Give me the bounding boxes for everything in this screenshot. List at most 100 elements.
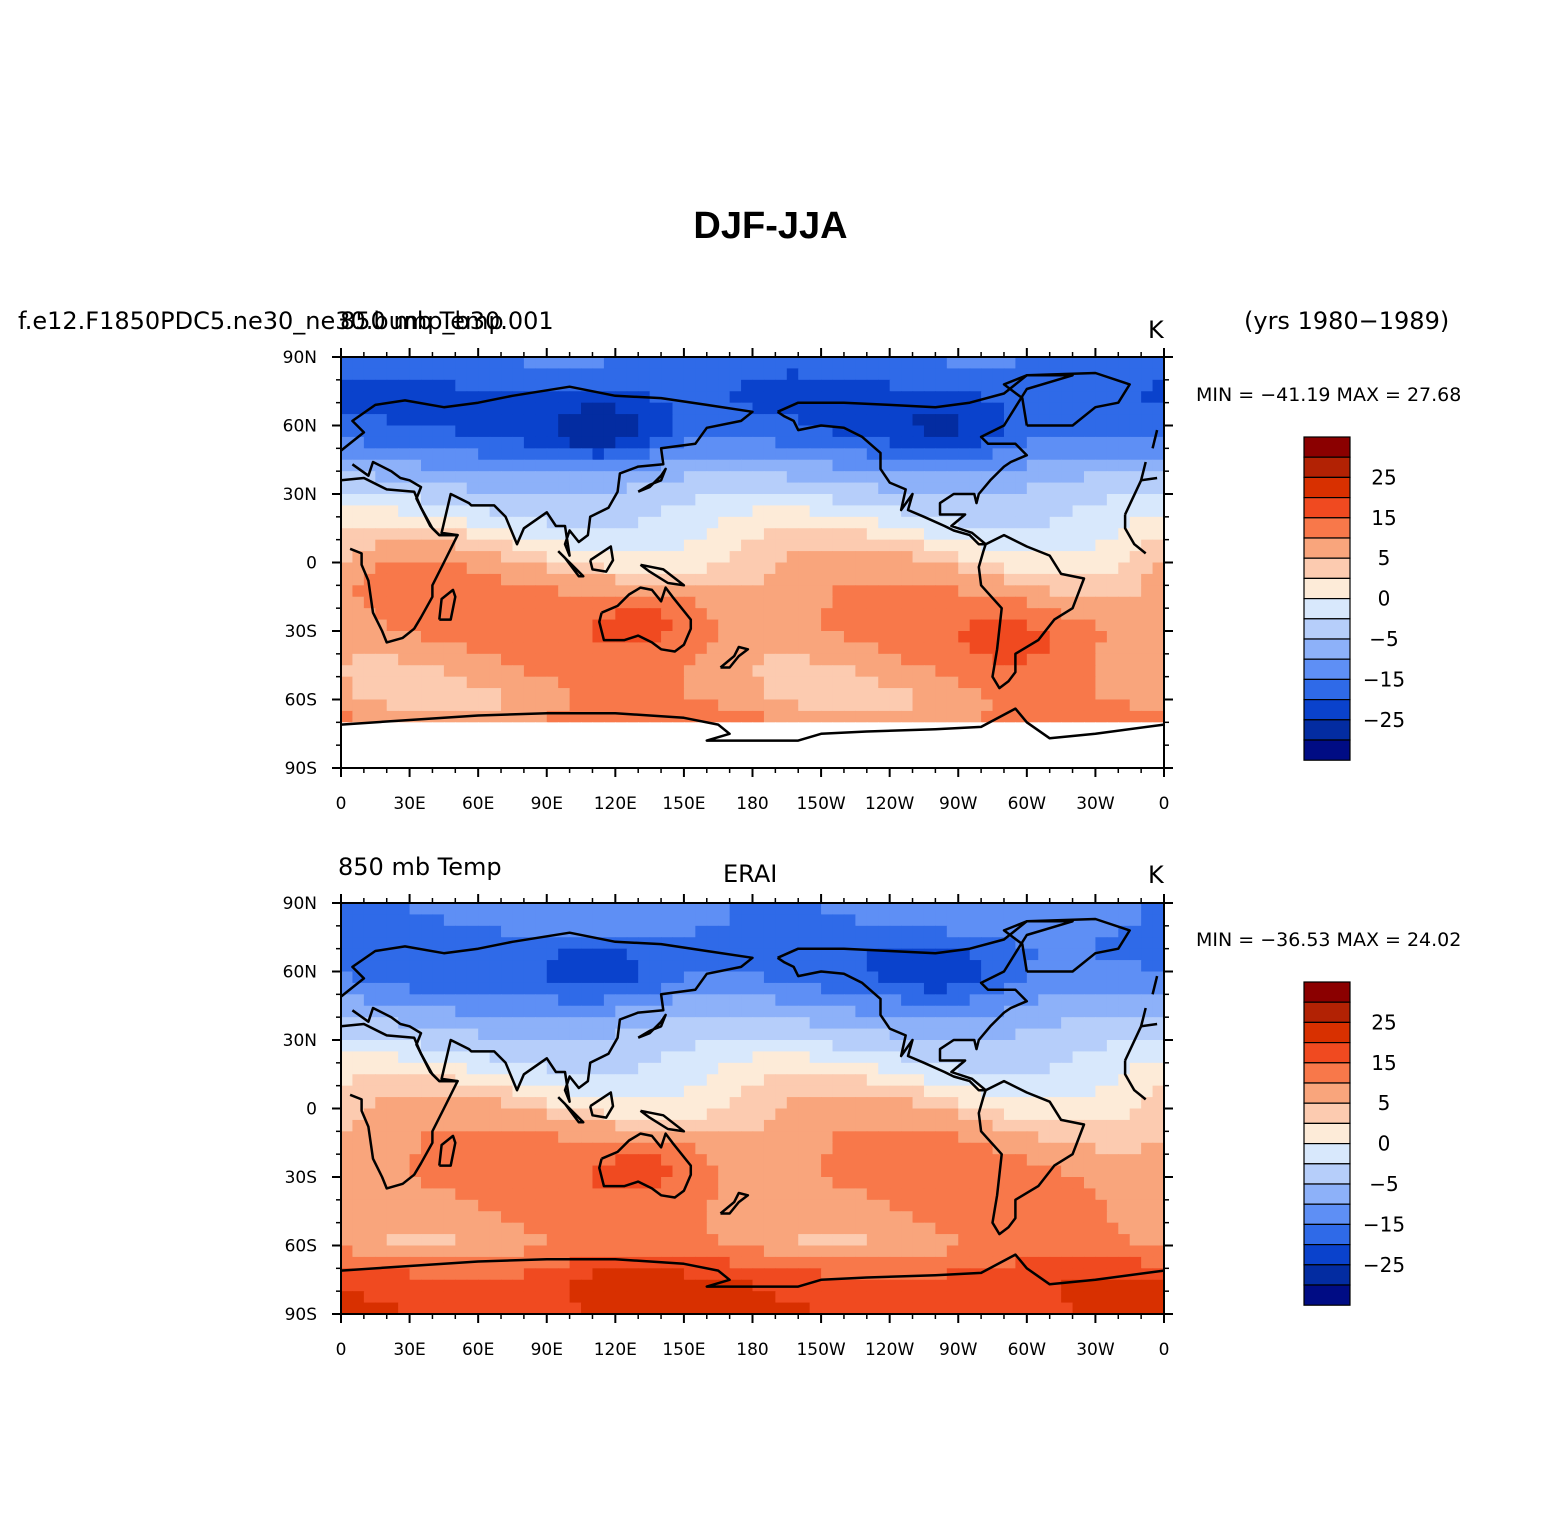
field-cell: [581, 471, 594, 484]
field-cell: [992, 516, 1005, 529]
field-cell: [421, 971, 434, 984]
field-cell: [443, 1165, 456, 1178]
field-cell: [969, 925, 982, 938]
field-cell: [1061, 982, 1074, 995]
field-cell: [626, 948, 639, 961]
field-cell: [489, 516, 502, 529]
field-cell: [901, 551, 914, 564]
field-cell: [1049, 642, 1062, 655]
field-cell: [1095, 1108, 1108, 1121]
field-cell: [683, 505, 696, 518]
field-cell: [466, 425, 479, 438]
field-cell: [363, 676, 376, 689]
field-cell: [1003, 1131, 1016, 1144]
field-cell: [1003, 414, 1016, 427]
field-cell: [878, 368, 891, 381]
field-cell: [706, 1154, 719, 1167]
field-cell: [809, 642, 822, 655]
field-cell: [421, 631, 434, 644]
field-cell: [1072, 903, 1085, 916]
field-cell: [581, 1097, 594, 1110]
field-cell: [352, 505, 365, 518]
field-cell: [1003, 631, 1016, 644]
field-cell: [866, 914, 879, 927]
field-cell: [706, 391, 719, 404]
field-cell: [981, 596, 994, 609]
field-cell: [592, 1005, 605, 1018]
field-cell: [1026, 676, 1039, 689]
field-cell: [683, 1028, 696, 1041]
field-cell: [1072, 1154, 1085, 1167]
field-cell: [946, 653, 959, 666]
field-cell: [466, 391, 479, 404]
field-cell: [889, 960, 902, 973]
field-cell: [363, 414, 376, 427]
field-cell: [912, 745, 925, 758]
field-cell: [706, 1245, 719, 1258]
field-cell: [786, 642, 799, 655]
field-cell: [923, 994, 936, 1007]
field-cell: [1061, 1234, 1074, 1247]
field-cell: [843, 1119, 856, 1132]
field-cell: [535, 1142, 548, 1155]
field-cell: [558, 368, 571, 381]
field-cell: [1083, 436, 1097, 449]
field-cell: [855, 1005, 868, 1018]
field-cell: [661, 903, 674, 916]
field-cell: [901, 1142, 914, 1155]
field-cell: [935, 551, 948, 564]
field-cell: [672, 1222, 685, 1235]
field-cell: [775, 756, 788, 768]
temperature-field: [341, 903, 1164, 1314]
field-cell: [763, 596, 776, 609]
field-cell: [546, 642, 559, 655]
field-cell: [341, 436, 354, 449]
field-cell: [683, 402, 696, 415]
field-cell: [455, 425, 468, 438]
field-cell: [786, 494, 799, 507]
field-cell: [558, 960, 571, 973]
field-cell: [363, 982, 376, 995]
field-cell: [729, 1028, 742, 1041]
field-cell: [478, 914, 491, 927]
field-cell: [889, 1188, 902, 1201]
field-cell: [843, 471, 856, 484]
field-cell: [523, 471, 536, 484]
field-cell: [1015, 1154, 1028, 1167]
field-cell: [1038, 528, 1051, 541]
field-cell: [786, 471, 799, 484]
field-cell: [981, 653, 994, 666]
field-cell: [695, 1177, 708, 1190]
field-cell: [535, 653, 548, 666]
field-cell: [775, 448, 788, 461]
field-cell: [466, 925, 479, 938]
field-cell: [581, 596, 594, 609]
field-cell: [1061, 1131, 1074, 1144]
field-cell: [546, 494, 559, 507]
field-cell: [661, 1142, 674, 1155]
field-cell: [443, 482, 456, 495]
field-cell: [1003, 482, 1016, 495]
field-cell: [1015, 585, 1028, 598]
field-cell: [695, 368, 708, 381]
field-cell: [946, 903, 959, 916]
field-cell: [798, 903, 811, 916]
field-cell: [855, 539, 868, 552]
field-cell: [855, 608, 868, 621]
field-cell: [866, 925, 879, 938]
field-cell: [706, 937, 719, 950]
field-cell: [1118, 688, 1131, 701]
field-cell: [889, 391, 902, 404]
field-cell: [615, 756, 628, 768]
field-cell: [1118, 994, 1131, 1007]
field-cell: [798, 585, 811, 598]
field-cell: [512, 688, 525, 701]
field-cell: [981, 562, 994, 575]
field-cell: [455, 562, 468, 575]
field-cell: [615, 745, 628, 758]
field-cell: [638, 1234, 651, 1247]
field-cell: [352, 1131, 365, 1144]
field-cell: [546, 573, 559, 586]
field-cell: [535, 436, 548, 449]
field-cell: [1026, 573, 1039, 586]
